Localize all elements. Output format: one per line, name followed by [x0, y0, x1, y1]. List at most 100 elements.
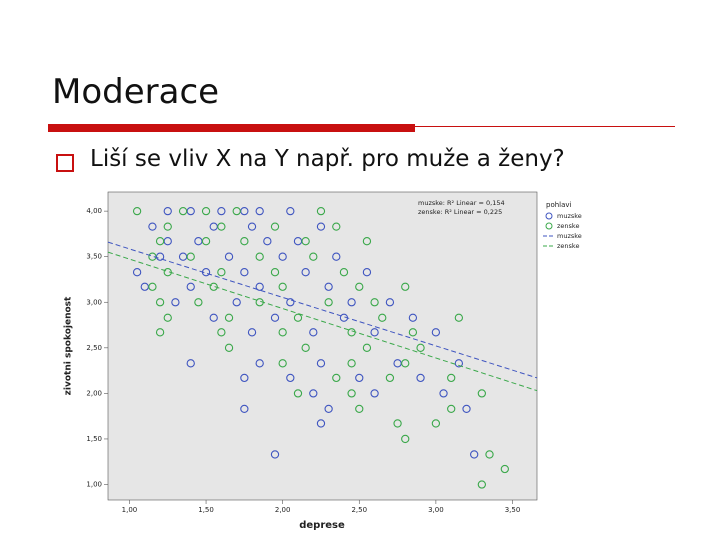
- point: [286, 298, 295, 307]
- point: [454, 359, 464, 368]
- point: [240, 237, 249, 246]
- point: [462, 404, 471, 414]
- point: [454, 313, 464, 322]
- title-rule: [48, 124, 415, 132]
- point: [324, 298, 333, 307]
- legend-label: muzske: [557, 212, 582, 220]
- point: [217, 222, 226, 231]
- legend-label: zenske: [557, 222, 579, 230]
- point: [217, 206, 226, 216]
- y-tick-label: 4,00: [86, 207, 102, 215]
- point: [332, 222, 341, 231]
- point: [209, 313, 218, 322]
- x-tick-label: 2,00: [275, 506, 291, 514]
- title-rule-thin: [415, 126, 675, 127]
- point: [186, 252, 195, 261]
- plot-area: [107, 191, 538, 501]
- point: [293, 313, 303, 322]
- legend-marker: [545, 212, 553, 220]
- point: [209, 282, 218, 291]
- point: [240, 268, 249, 277]
- point: [278, 252, 287, 261]
- point: [301, 343, 310, 352]
- point: [232, 206, 241, 216]
- point: [217, 328, 226, 337]
- point: [378, 313, 387, 322]
- point: [316, 206, 326, 216]
- x-tick-label: 3,00: [428, 506, 444, 514]
- fit-line: [107, 251, 538, 392]
- point: [186, 359, 195, 368]
- point: [148, 282, 157, 291]
- point: [447, 373, 456, 383]
- point: [431, 328, 441, 337]
- point: [132, 268, 142, 277]
- legend-title: pohlavi: [546, 201, 572, 209]
- point: [278, 282, 287, 291]
- point: [316, 359, 326, 368]
- point: [301, 268, 310, 277]
- point: [362, 237, 372, 246]
- point: [439, 389, 448, 398]
- x-axis-label: deprese: [299, 520, 345, 531]
- point: [201, 237, 211, 246]
- x-tick-label: 3,50: [505, 506, 521, 514]
- point: [500, 464, 509, 474]
- point: [347, 359, 356, 368]
- point: [255, 206, 264, 216]
- point: [332, 373, 341, 383]
- point: [132, 206, 142, 216]
- point: [178, 206, 188, 216]
- y-tick-label: 3,50: [86, 253, 102, 261]
- point: [416, 373, 425, 383]
- point: [339, 268, 349, 277]
- point: [286, 373, 295, 383]
- point: [224, 252, 234, 261]
- point: [217, 268, 226, 277]
- point: [355, 404, 364, 414]
- point: [309, 328, 318, 337]
- y-tick-label: 1,50: [86, 435, 102, 443]
- point: [255, 252, 264, 261]
- point: [263, 237, 272, 246]
- point: [201, 206, 211, 216]
- point: [485, 450, 494, 459]
- point: [401, 282, 410, 291]
- y-tick-label: 3,00: [86, 298, 102, 306]
- y-tick-label: 1,00: [86, 481, 102, 489]
- slide-title: Moderace: [52, 72, 220, 112]
- point: [431, 419, 441, 428]
- point: [148, 222, 157, 231]
- bullet-box: [56, 154, 74, 172]
- point: [247, 328, 257, 337]
- point: [155, 298, 165, 307]
- point: [393, 419, 402, 428]
- point: [309, 252, 318, 261]
- point: [255, 282, 264, 291]
- point: [270, 450, 280, 459]
- point: [163, 206, 172, 216]
- fit-annotation: zenske: R² Linear = 0,225: [418, 208, 502, 216]
- point: [447, 404, 456, 414]
- x-tick-label: 2,50: [351, 506, 367, 514]
- point: [155, 237, 165, 246]
- point: [408, 313, 418, 322]
- point: [316, 222, 326, 231]
- point: [362, 268, 372, 277]
- point: [247, 222, 257, 231]
- point: [416, 343, 425, 352]
- point: [408, 328, 418, 337]
- point: [255, 359, 264, 368]
- point: [270, 313, 280, 322]
- point: [370, 328, 379, 337]
- point: [470, 450, 479, 459]
- point: [370, 298, 379, 307]
- point: [324, 404, 333, 414]
- point: [316, 419, 326, 428]
- legend-label: zenske: [557, 242, 579, 250]
- point: [186, 282, 195, 291]
- point: [163, 313, 172, 322]
- y-tick-label: 2,00: [86, 389, 102, 397]
